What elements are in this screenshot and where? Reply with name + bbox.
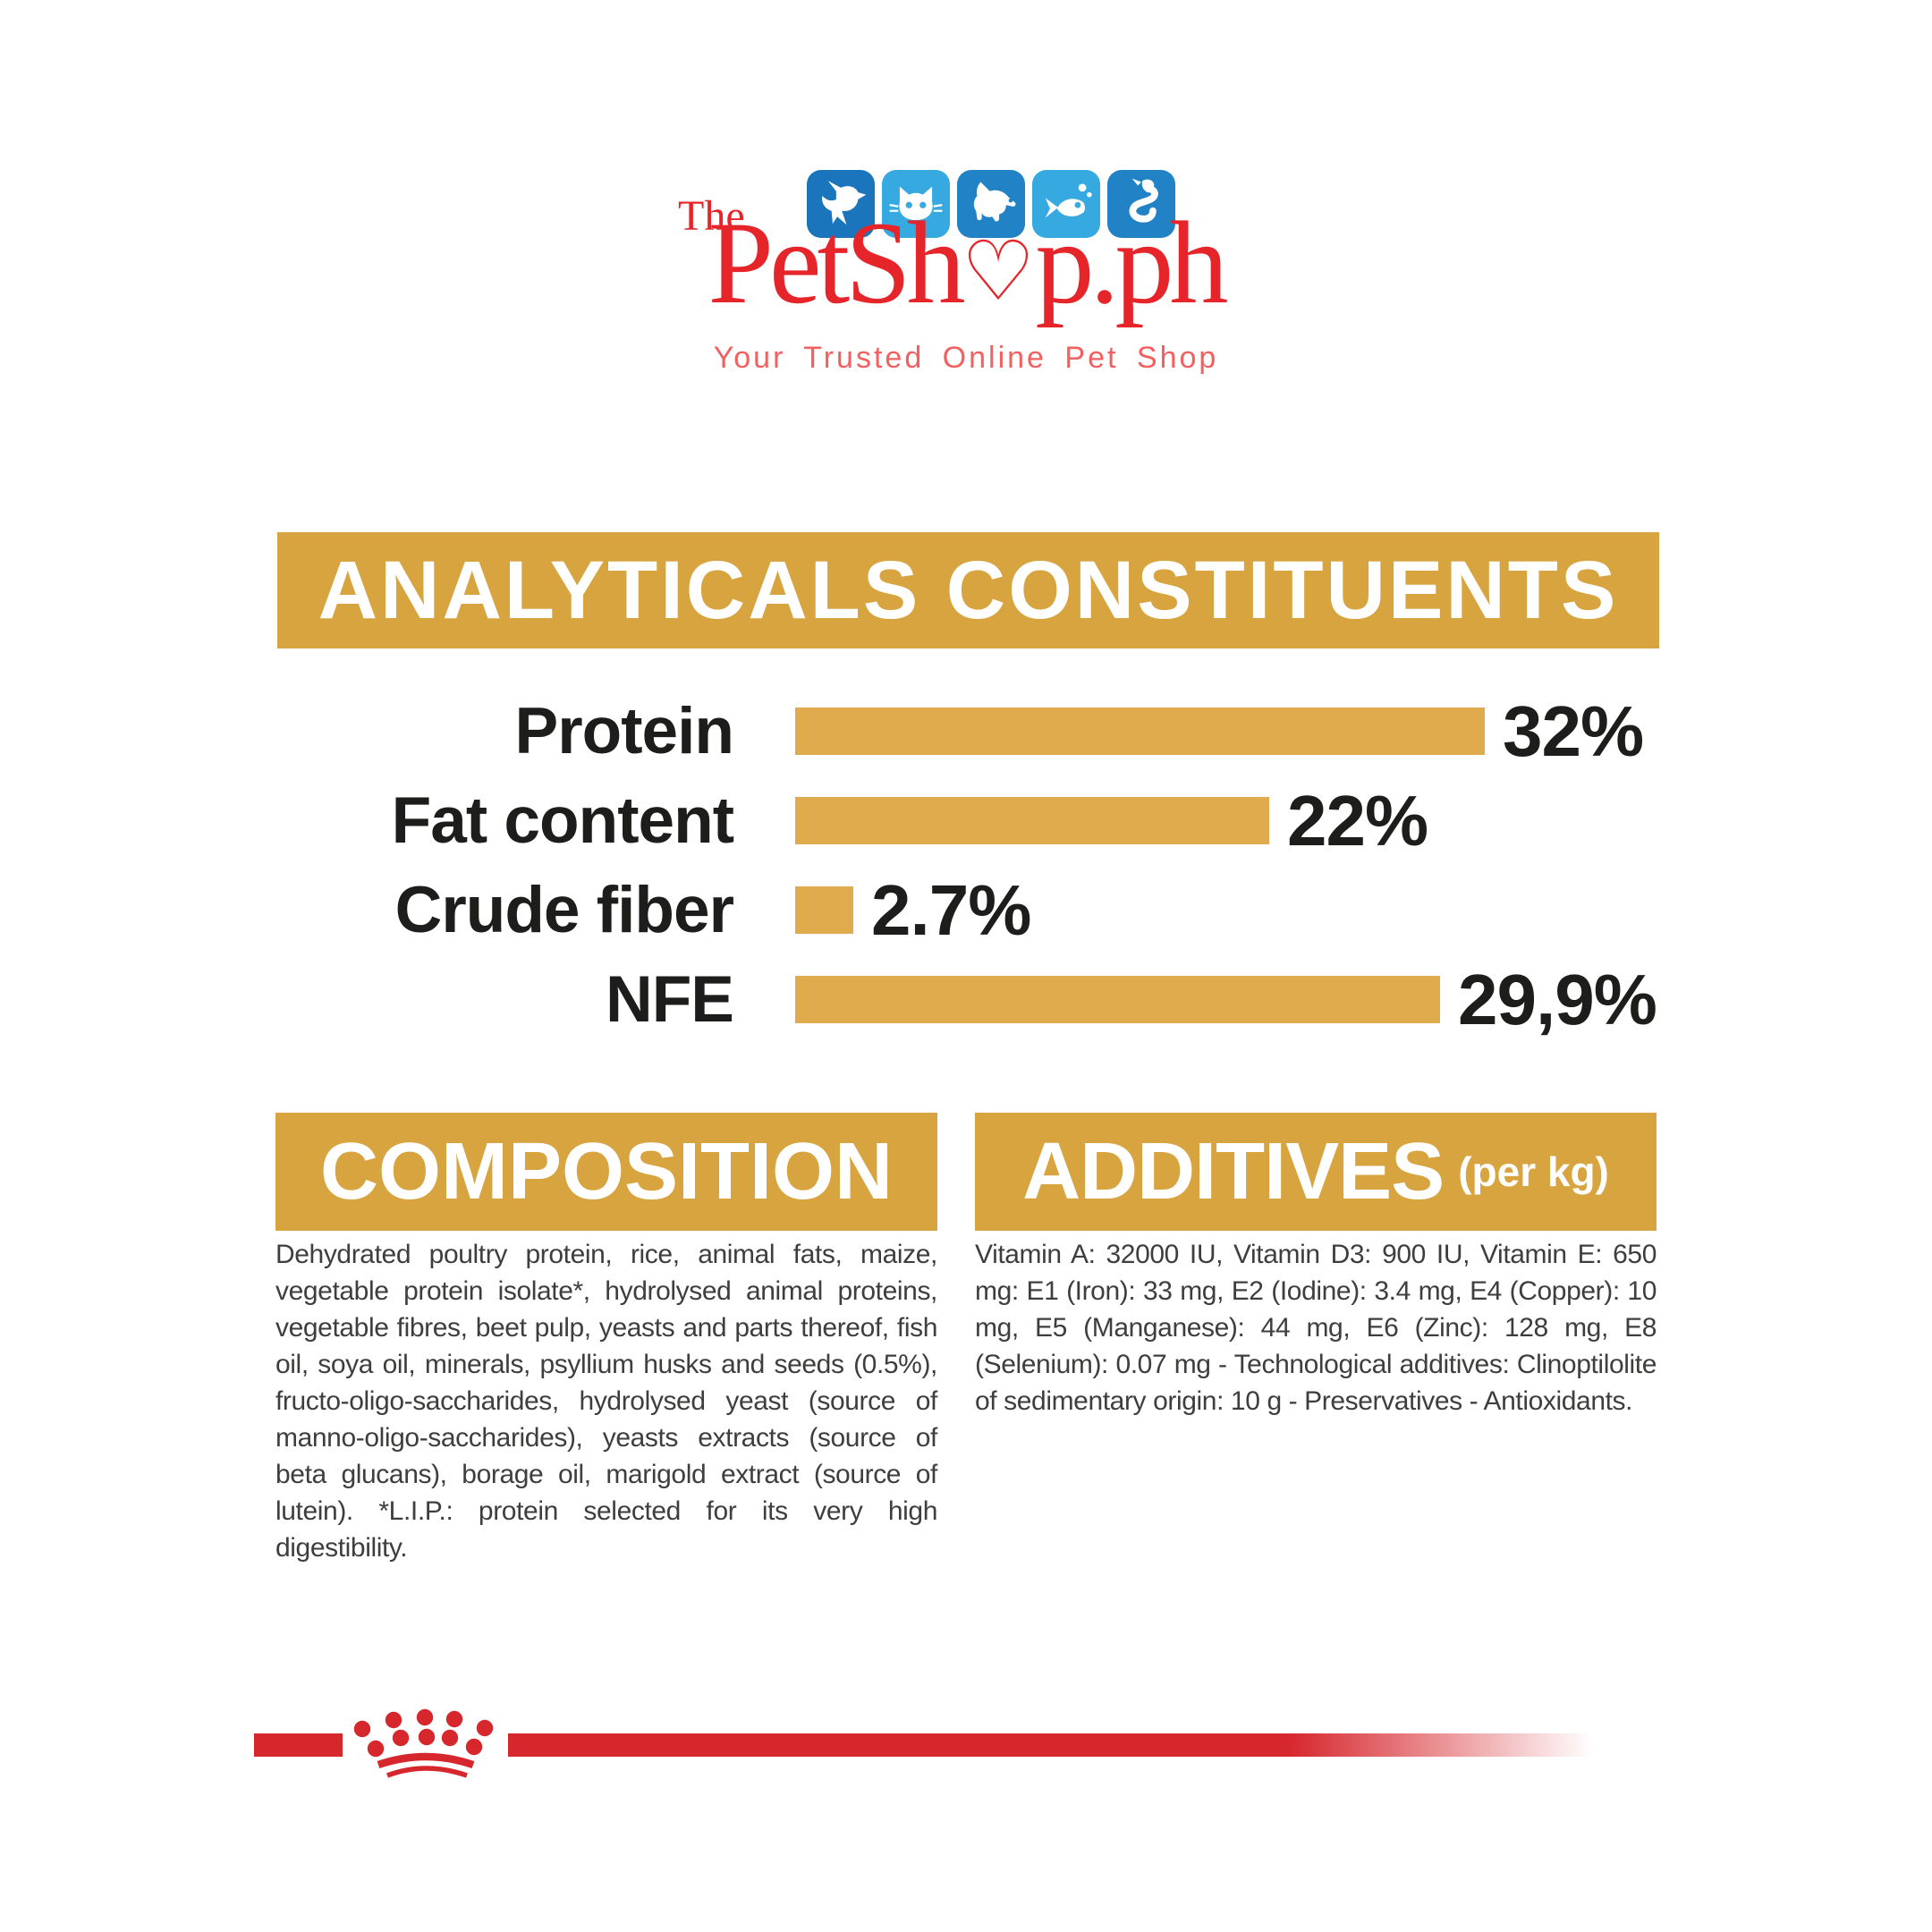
chart-value-label: 32% bbox=[1503, 691, 1644, 771]
royal-canin-crown-icon bbox=[352, 1708, 497, 1782]
chart-category-label: NFE bbox=[606, 963, 734, 1036]
bird-icon bbox=[807, 170, 875, 238]
dog-icon bbox=[957, 170, 1025, 238]
composition-banner: COMPOSITION bbox=[275, 1113, 937, 1231]
heart-icon: ♡ bbox=[961, 223, 1036, 320]
additives-unit: (per kg) bbox=[1458, 1148, 1609, 1195]
chart-bar bbox=[795, 797, 1269, 844]
chart-row: Crude fiber 2.7% bbox=[268, 874, 1717, 945]
cat-icon bbox=[882, 170, 950, 238]
additives-banner: ADDITIVES (per kg) bbox=[975, 1113, 1657, 1231]
composition-title: COMPOSITION bbox=[319, 1127, 894, 1216]
snake-icon bbox=[1107, 170, 1175, 238]
chart-row: Fat content 22% bbox=[268, 784, 1717, 856]
chart-category-label: Fat content bbox=[391, 784, 734, 857]
chart-category-label: Protein bbox=[514, 695, 734, 767]
footer-rule-right bbox=[508, 1733, 1593, 1757]
analyticals-chart: Protein 32% Fat content 22% Crude fiber 2.7% N… bbox=[268, 695, 1717, 1065]
chart-row: Protein 32% bbox=[268, 695, 1717, 767]
chart-value-label: 29,9% bbox=[1458, 959, 1657, 1039]
brand-wordmark: PetSh♡p.ph bbox=[0, 204, 1932, 322]
brand-icons bbox=[807, 170, 1175, 238]
chart-category-label: Crude fiber bbox=[394, 874, 734, 946]
brand-prefix: The bbox=[678, 192, 745, 240]
chart-row: NFE 29,9% bbox=[268, 963, 1717, 1035]
brand-wordmark-pre: PetSh bbox=[708, 197, 966, 328]
chart-value-label: 2.7% bbox=[871, 869, 1031, 950]
chart-value-label: 22% bbox=[1287, 780, 1428, 860]
additives-body: Vitamin A: 32000 IU, Vitamin D3: 900 IU,… bbox=[975, 1240, 1657, 1416]
footer-rule-left bbox=[254, 1733, 343, 1757]
analyticals-title: ANALYTICALS CONSTITUENTS bbox=[318, 545, 1619, 636]
chart-bar bbox=[795, 886, 853, 934]
additives-title: ADDITIVES bbox=[1022, 1127, 1445, 1216]
analyticals-banner: ANALYTICALS CONSTITUENTS bbox=[277, 532, 1659, 648]
brand-tagline: Your Trusted Online Pet Shop bbox=[713, 341, 1219, 375]
composition-body: Dehydrated poultry protein, rice, animal… bbox=[275, 1240, 937, 1563]
brand-wordmark-post: p.ph bbox=[1035, 197, 1228, 328]
fish-icon bbox=[1032, 170, 1100, 238]
chart-bar bbox=[795, 708, 1485, 755]
chart-bar bbox=[795, 976, 1440, 1023]
